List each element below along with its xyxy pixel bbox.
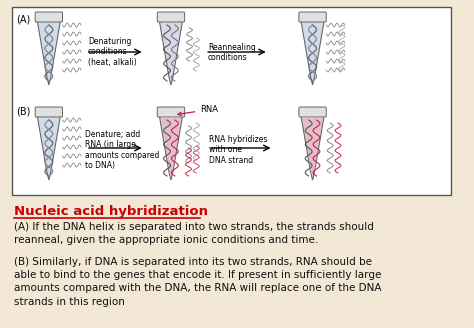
Text: Nucleic acid hybridization: Nucleic acid hybridization [14,205,208,218]
FancyBboxPatch shape [12,7,451,195]
FancyBboxPatch shape [157,107,184,117]
Polygon shape [159,115,182,180]
FancyBboxPatch shape [299,12,326,22]
Polygon shape [37,115,61,180]
Text: Denature; add
RNA (in large
amounts compared
to DNA): Denature; add RNA (in large amounts comp… [85,130,159,170]
Text: RNA hybridizes
with one
DNA strand: RNA hybridizes with one DNA strand [209,135,267,165]
FancyBboxPatch shape [35,12,63,22]
Text: (B): (B) [16,107,30,117]
Polygon shape [303,117,322,178]
Text: Reannealing
conditions: Reannealing conditions [208,43,256,62]
Polygon shape [301,115,324,180]
FancyBboxPatch shape [35,107,63,117]
Polygon shape [37,20,61,85]
Text: Denaturing
conditions
(heat, alkali): Denaturing conditions (heat, alkali) [88,37,137,67]
Polygon shape [301,20,324,85]
FancyBboxPatch shape [157,12,184,22]
Text: RNA: RNA [178,105,218,115]
Text: (B) Similarly, if DNA is separated into its two strands, RNA should be
able to b: (B) Similarly, if DNA is separated into … [14,257,381,307]
Text: (A): (A) [16,14,30,24]
Text: (A) If the DNA helix is separated into two strands, the strands should
reanneal,: (A) If the DNA helix is separated into t… [14,222,374,245]
FancyBboxPatch shape [299,107,326,117]
Polygon shape [159,20,182,85]
Polygon shape [161,117,181,178]
